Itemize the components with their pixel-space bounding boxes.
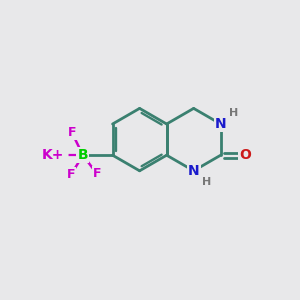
Text: N: N [188, 164, 200, 178]
Text: B: B [78, 148, 88, 162]
Text: K+: K+ [42, 148, 64, 162]
Text: H: H [229, 108, 238, 118]
Text: O: O [239, 148, 251, 162]
Text: F: F [93, 167, 101, 180]
Text: F: F [67, 168, 75, 181]
Text: N: N [215, 117, 226, 131]
Text: F: F [68, 126, 76, 139]
Text: H: H [202, 177, 211, 187]
